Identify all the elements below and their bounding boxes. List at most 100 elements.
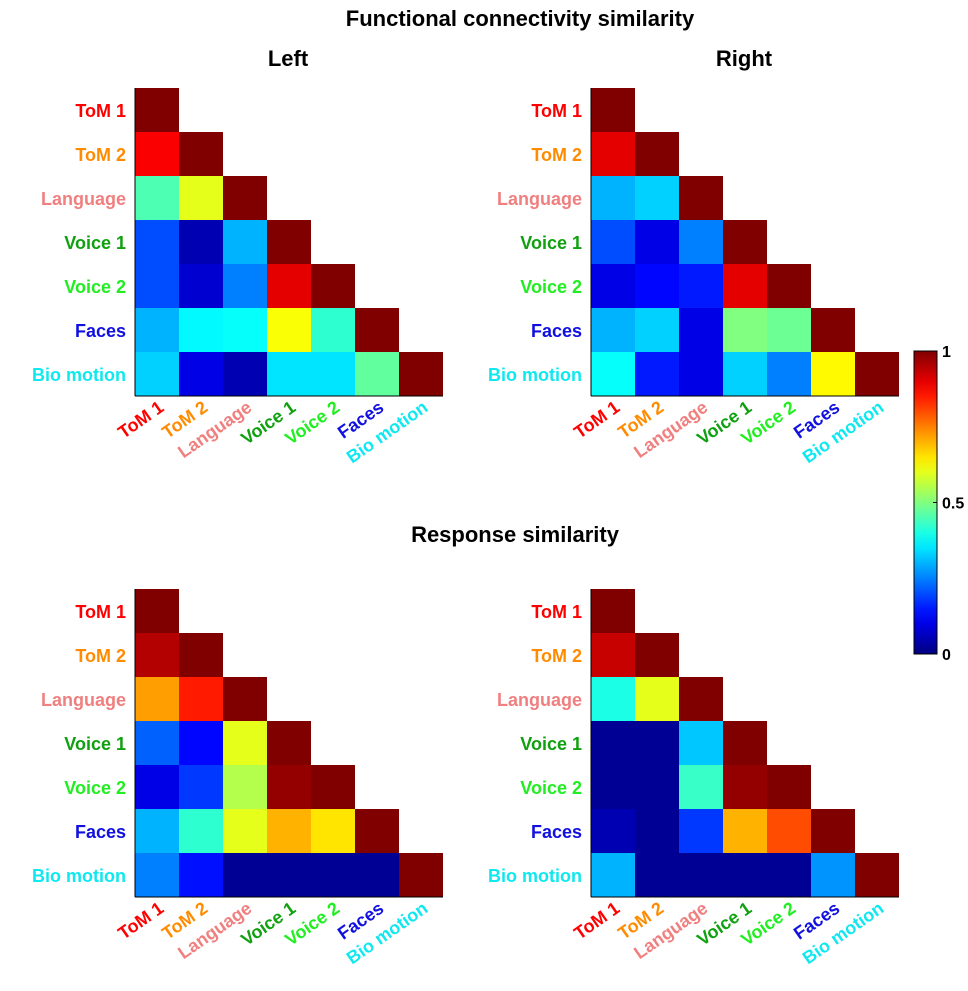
heatmap-cell [723, 220, 767, 264]
heatmap-panel-3: ToM 1 ToM 2 Language Voice 1 Voice 2 Faces Bio… [32, 589, 443, 968]
heatmap-cell [635, 264, 679, 308]
heatmap-cell [179, 633, 223, 677]
heatmap-cell [591, 765, 635, 809]
heatmap-cell [723, 721, 767, 765]
heatmap-cell [679, 308, 723, 352]
row-label: ToM 1 [75, 101, 126, 121]
title-functional-connectivity: Functional connectivity similarity [345, 6, 695, 31]
column-label: ToM 1 [114, 898, 167, 943]
heatmap-cell [267, 264, 311, 308]
title-response-similarity: Response similarity [411, 522, 619, 547]
heatmap-cell [179, 264, 223, 308]
heatmap-cell [223, 220, 267, 264]
row-label: Language [497, 690, 582, 710]
heatmap-panel-4: ToM 1 ToM 2 Language Voice 1 Voice 2 Faces Bio… [488, 589, 899, 968]
heatmap-cell [811, 853, 855, 897]
heatmap-cell [591, 589, 635, 633]
heatmap-cell [635, 677, 679, 721]
row-label: ToM 1 [531, 101, 582, 121]
heatmap-cell [767, 264, 811, 308]
row-label: Language [41, 189, 126, 209]
heatmap-cell [767, 352, 811, 396]
row-label: ToM 1 [531, 602, 582, 622]
heatmap-cell [355, 308, 399, 352]
colorbar-tick-label: 0.5 [942, 496, 964, 513]
row-label: Bio motion [488, 365, 582, 385]
heatmap-cell [399, 352, 443, 396]
heatmap-cell [723, 264, 767, 308]
heatmap-cell [723, 352, 767, 396]
heatmap-cell [355, 853, 399, 897]
row-label: Faces [75, 321, 126, 341]
heatmap-cell [635, 352, 679, 396]
heatmap-cell [635, 308, 679, 352]
heatmap-cell [855, 853, 899, 897]
heatmap-cell [179, 721, 223, 765]
heatmap-panel-1: ToM 1 ToM 2 Language Voice 1 Voice 2 Faces Bio… [32, 88, 443, 467]
row-label: Voice 2 [520, 778, 582, 798]
heatmap-cell [591, 677, 635, 721]
row-label: ToM 2 [531, 646, 582, 666]
heatmap-cell [811, 809, 855, 853]
heatmap-cell [311, 308, 355, 352]
heatmap-panel-2: ToM 1 ToM 2 Language Voice 1 Voice 2 Faces Bio… [488, 88, 899, 467]
heatmap-cell [679, 721, 723, 765]
colorbar-tick-label: 1 [942, 344, 951, 361]
heatmap-cell [679, 352, 723, 396]
heatmap-cell [811, 352, 855, 396]
heatmap-cell [311, 352, 355, 396]
heatmap-cell [591, 264, 635, 308]
heatmap-cell [135, 264, 179, 308]
heatmap-cell [311, 853, 355, 897]
heatmap-cell [223, 352, 267, 396]
row-label: Voice 1 [64, 233, 126, 253]
colorbar: 00.51 [913, 344, 964, 664]
heatmap-cell [179, 853, 223, 897]
heatmap-cell [591, 853, 635, 897]
heatmap-cell [223, 721, 267, 765]
heatmap-cell [179, 220, 223, 264]
row-label: Faces [531, 321, 582, 341]
heatmap-cell [635, 132, 679, 176]
row-label: ToM 2 [75, 145, 126, 165]
heatmap-cell [135, 88, 179, 132]
heatmap-cell [591, 176, 635, 220]
heatmap-cell [223, 765, 267, 809]
row-label: Voice 2 [64, 277, 126, 297]
column-label: ToM 1 [570, 397, 623, 442]
heatmap-cell [355, 809, 399, 853]
row-label: ToM 1 [75, 602, 126, 622]
row-label: Bio motion [32, 365, 126, 385]
heatmap-cell [679, 264, 723, 308]
row-label: Faces [531, 822, 582, 842]
heatmap-cell [179, 677, 223, 721]
heatmap-cell [311, 765, 355, 809]
heatmap-cell [723, 308, 767, 352]
heatmap-cell [179, 132, 223, 176]
heatmap-cell [223, 809, 267, 853]
heatmap-cell [223, 176, 267, 220]
heatmap-cell [679, 765, 723, 809]
heatmap-cell [679, 809, 723, 853]
heatmap-cell [679, 677, 723, 721]
panel-title-left: Left [267, 46, 309, 71]
heatmap-cell [267, 220, 311, 264]
heatmap-cell [223, 853, 267, 897]
heatmap-cell [591, 809, 635, 853]
heatmap-cell [723, 853, 767, 897]
heatmap-cell [135, 633, 179, 677]
heatmap-cell [135, 765, 179, 809]
heatmap-cell [679, 220, 723, 264]
colorbar-tick-label: 0 [942, 647, 951, 664]
heatmap-cell [591, 721, 635, 765]
row-label: Language [41, 690, 126, 710]
heatmap-cell [591, 352, 635, 396]
heatmap-cell [635, 809, 679, 853]
heatmap-cell [767, 308, 811, 352]
heatmap-cell [223, 264, 267, 308]
heatmap-cell [179, 176, 223, 220]
heatmap-cell [135, 132, 179, 176]
heatmap-cell [135, 809, 179, 853]
heatmap-cell [267, 352, 311, 396]
